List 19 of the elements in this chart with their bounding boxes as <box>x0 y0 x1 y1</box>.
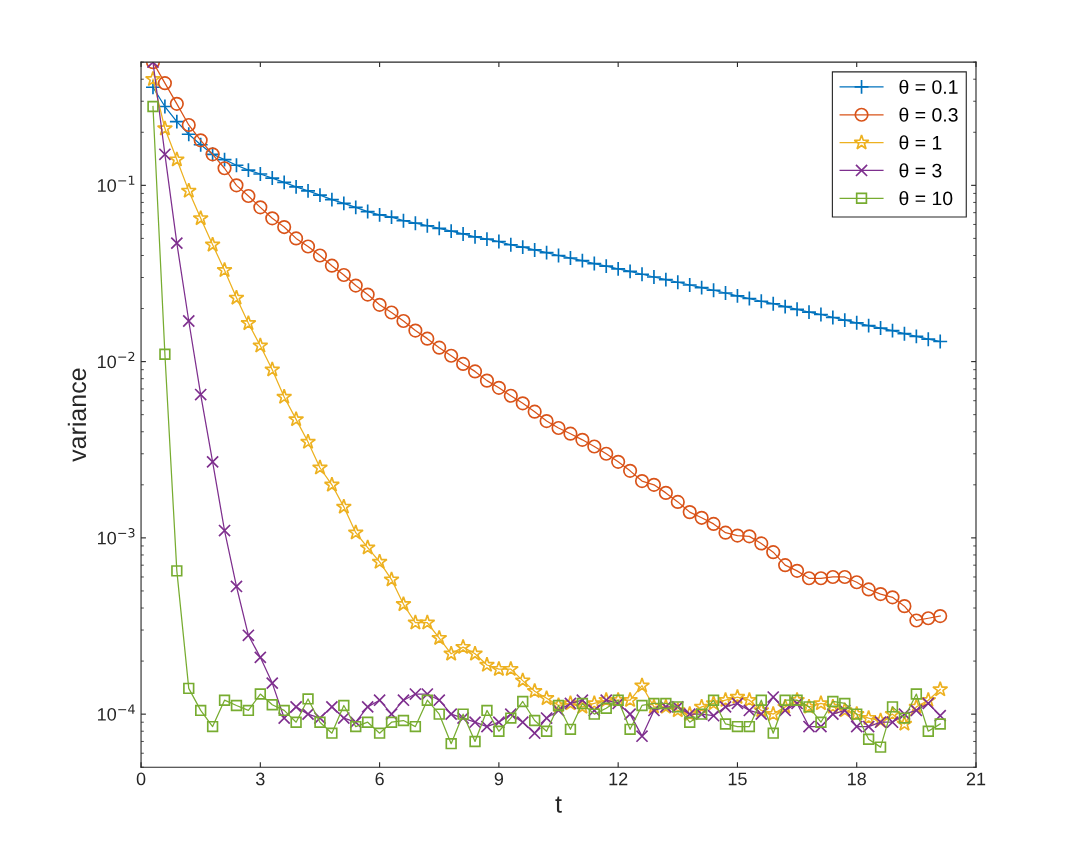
legend-label: θ = 0.1 <box>899 79 958 94</box>
x-tick-label: 12 <box>609 772 628 786</box>
legend-label: θ = 1 <box>899 135 942 150</box>
legend-label: θ = 3 <box>899 163 942 178</box>
x-tick-label: 6 <box>375 772 384 786</box>
x-tick-label: 3 <box>255 772 265 786</box>
legend-label: θ = 10 <box>899 191 953 206</box>
x-tick-label: 21 <box>966 772 986 786</box>
x-tick-label: 9 <box>494 772 504 786</box>
x-axis-title: t <box>555 796 562 813</box>
y-tick-label: 10$^{−3}$ <box>98 527 135 545</box>
legend-label: θ = 0.3 <box>899 107 958 122</box>
x-tick-label: 18 <box>848 772 866 786</box>
y-tick-label: 10$^{−2}$ <box>98 351 135 369</box>
y-axis-title: variance <box>67 368 87 462</box>
x-tick-label: 15 <box>728 772 747 786</box>
y-tick-label: 10$^{−1}$ <box>98 175 135 192</box>
y-tick-label: 10$^{−4}$ <box>98 704 135 721</box>
x-tick-label: 0 <box>136 772 146 786</box>
